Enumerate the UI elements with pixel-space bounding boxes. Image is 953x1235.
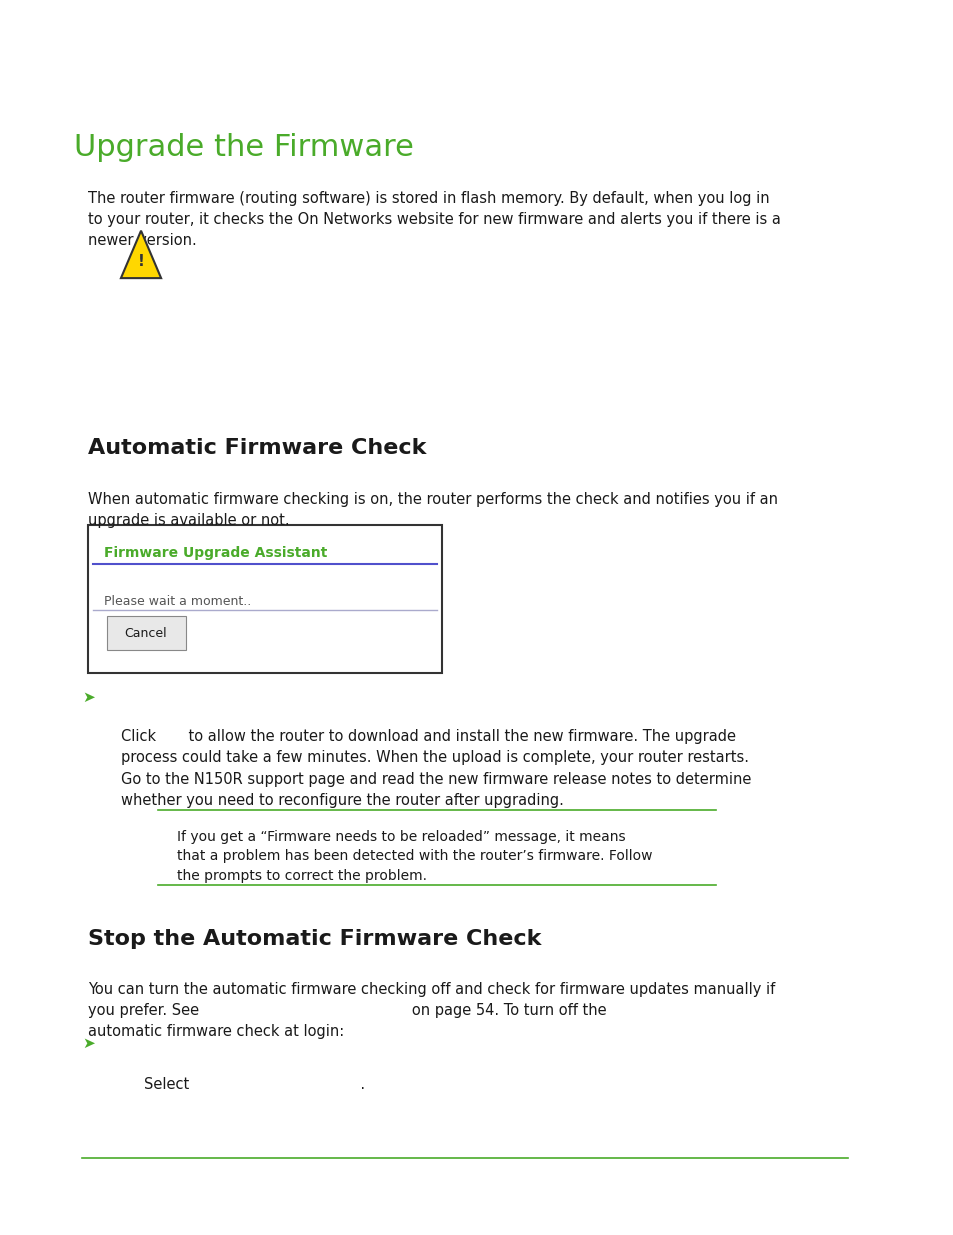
Text: ➤: ➤ xyxy=(82,1036,94,1051)
Text: Cancel: Cancel xyxy=(125,627,167,640)
Text: Upgrade the Firmware: Upgrade the Firmware xyxy=(74,133,414,162)
Text: Select                                     .: Select . xyxy=(144,1077,365,1092)
Text: Go to the N150R support page and read the new firmware release notes to determin: Go to the N150R support page and read th… xyxy=(121,772,751,808)
Text: Please wait a moment..: Please wait a moment.. xyxy=(104,595,252,609)
FancyBboxPatch shape xyxy=(89,525,441,673)
Text: !: ! xyxy=(137,254,144,269)
Text: You can turn the automatic firmware checking off and check for firmware updates : You can turn the automatic firmware chec… xyxy=(89,982,775,1039)
Text: The router firmware (routing software) is stored in flash memory. By default, wh: The router firmware (routing software) i… xyxy=(89,191,781,248)
Text: Firmware Upgrade Assistant: Firmware Upgrade Assistant xyxy=(104,546,327,559)
Text: Click       to allow the router to download and install the new firmware. The up: Click to allow the router to download an… xyxy=(121,729,748,764)
Polygon shape xyxy=(121,231,161,278)
Text: Stop the Automatic Firmware Check: Stop the Automatic Firmware Check xyxy=(89,929,541,948)
FancyBboxPatch shape xyxy=(107,616,186,650)
Text: ➤: ➤ xyxy=(82,690,94,705)
Text: Automatic Firmware Check: Automatic Firmware Check xyxy=(89,438,426,458)
Text: If you get a “Firmware needs to be reloaded” message, it means
that a problem ha: If you get a “Firmware needs to be reloa… xyxy=(176,830,652,883)
Text: When automatic firmware checking is on, the router performs the check and notifi: When automatic firmware checking is on, … xyxy=(89,492,778,527)
